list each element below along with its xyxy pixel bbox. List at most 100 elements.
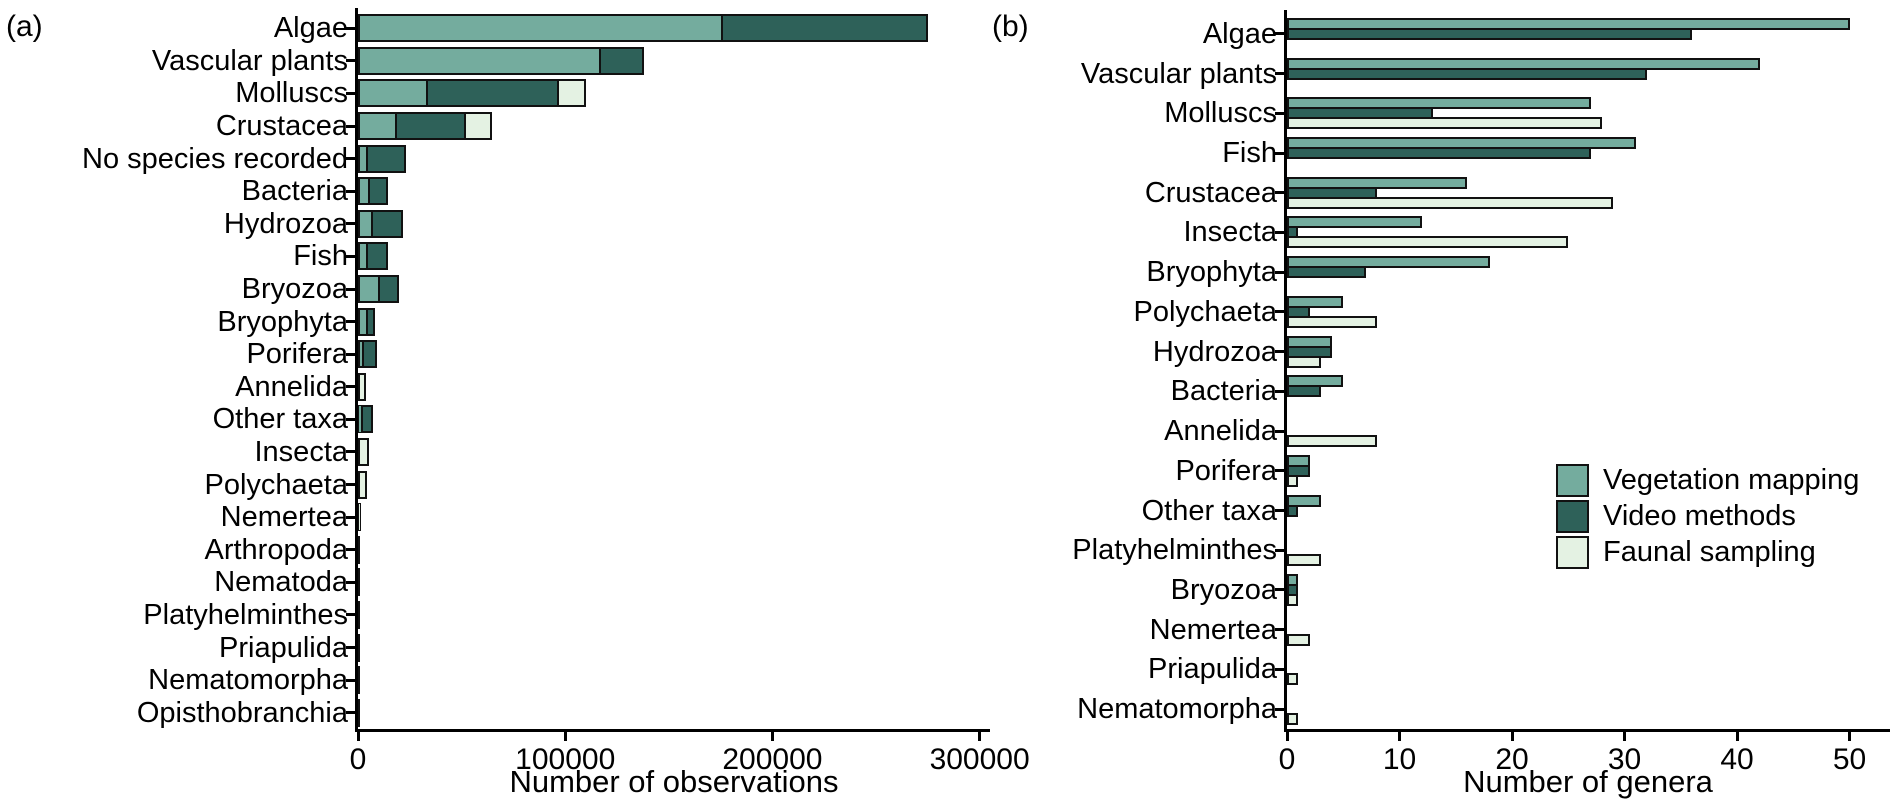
bar: [1287, 464, 1310, 477]
x-tick-label: 30: [1607, 743, 1642, 776]
category-label: Polychaeta: [1133, 295, 1278, 328]
bar: [1287, 67, 1647, 80]
bar-segment: [358, 46, 602, 75]
y-tick: [1275, 151, 1284, 155]
category-label: Hydrozoa: [223, 207, 348, 240]
y-tick: [346, 254, 355, 258]
x-axis-line: [1284, 729, 1890, 732]
category-label: Arthropoda: [204, 533, 349, 566]
x-tick-label: 20: [1495, 743, 1529, 776]
bar: [1287, 117, 1602, 130]
y-tick: [1275, 270, 1284, 274]
category-label: Nematomorpha: [148, 664, 348, 697]
category-label: Insecta: [254, 435, 349, 468]
y-tick: [346, 646, 355, 650]
bar-segment: [358, 437, 369, 466]
x-tick: [1398, 732, 1401, 741]
category-label: Polychaeta: [204, 468, 349, 501]
bar: [1287, 673, 1299, 686]
y-tick: [1275, 588, 1284, 592]
y-tick: [1275, 509, 1284, 513]
panel-a-letter: (a): [6, 10, 43, 43]
bar-segment: [426, 79, 559, 108]
x-tick-label: 50: [1832, 743, 1867, 776]
bar: [1287, 196, 1614, 209]
y-tick: [1275, 191, 1284, 195]
y-tick: [1275, 111, 1284, 115]
bar-segment: [362, 340, 377, 369]
x-axis-title-observations: Number of observations: [509, 764, 839, 799]
bar-segment: [358, 275, 380, 304]
bar-segment: [358, 633, 360, 662]
x-axis-title-genera: Number of genera: [1463, 764, 1713, 799]
x-tick-label: 10: [1382, 743, 1417, 776]
bar: [1287, 355, 1321, 368]
bar: [1287, 633, 1310, 646]
x-tick-label: 300000: [929, 743, 1030, 776]
x-tick: [1510, 732, 1514, 741]
x-tick: [356, 732, 360, 741]
bar-segment: [366, 144, 406, 173]
category-label: Bryozoa: [241, 273, 348, 306]
category-label: Bacteria: [1170, 375, 1277, 408]
legend-label: Video methods: [1603, 499, 1796, 532]
x-tick-label: 0: [1278, 743, 1296, 776]
category-label: Annelida: [1164, 415, 1277, 448]
y-tick: [346, 91, 355, 95]
y-tick: [346, 385, 355, 389]
bar: [1287, 593, 1299, 606]
bar: [1287, 147, 1591, 160]
y-tick: [1275, 469, 1284, 473]
y-axis-line: [355, 8, 358, 732]
y-tick: [1275, 389, 1284, 393]
y-tick: [346, 222, 355, 226]
category-label: Priapulida: [219, 631, 348, 664]
y-tick: [346, 678, 355, 682]
y-tick: [346, 157, 355, 161]
category-label: Bryozoa: [1170, 573, 1277, 606]
y-tick: [346, 450, 355, 454]
bar-segment: [358, 698, 360, 727]
x-tick: [1735, 732, 1739, 741]
bar-segment: [358, 372, 366, 401]
x-tick: [770, 732, 774, 741]
category-label: No species recorded: [82, 142, 348, 175]
category-label: Algae: [273, 12, 348, 45]
bar: [1287, 256, 1490, 269]
bar-segment: [358, 503, 362, 532]
bar-segment: [556, 79, 586, 108]
bar-segment: [358, 666, 360, 695]
category-label: Bryophyta: [217, 305, 348, 338]
legend-swatch-vegetation-mapping: [1556, 463, 1589, 497]
bar: [1287, 216, 1422, 229]
category-label: Nematoda: [214, 566, 348, 599]
bar-segment: [358, 600, 360, 629]
y-tick: [1275, 230, 1284, 234]
bar-segment: [366, 242, 389, 271]
y-tick: [1275, 667, 1284, 671]
bar-segment: [463, 112, 492, 141]
bar-segment: [377, 275, 400, 304]
category-label: Other taxa: [1141, 494, 1277, 527]
category-label: Algae: [1202, 17, 1277, 50]
category-label: Nemertea: [220, 501, 348, 534]
y-tick: [346, 320, 355, 324]
bar: [1287, 27, 1692, 40]
category-label: Bacteria: [241, 175, 348, 208]
legend-label: Vegetation mapping: [1603, 463, 1860, 496]
category-label: Insecta: [1183, 216, 1278, 249]
category-label: Fish: [1222, 137, 1277, 170]
y-tick: [346, 483, 355, 487]
bar: [1287, 474, 1299, 487]
y-tick: [346, 189, 355, 193]
x-tick-label: 40: [1720, 743, 1754, 776]
y-axis-line: [1284, 10, 1287, 732]
category-label: Porifera: [246, 338, 348, 371]
y-tick: [1275, 32, 1284, 36]
bar: [1287, 236, 1569, 249]
category-label: Platyhelminthes: [1072, 534, 1277, 567]
y-tick: [346, 548, 355, 552]
bar: [1287, 504, 1299, 517]
category-label: Crustacea: [215, 110, 348, 143]
